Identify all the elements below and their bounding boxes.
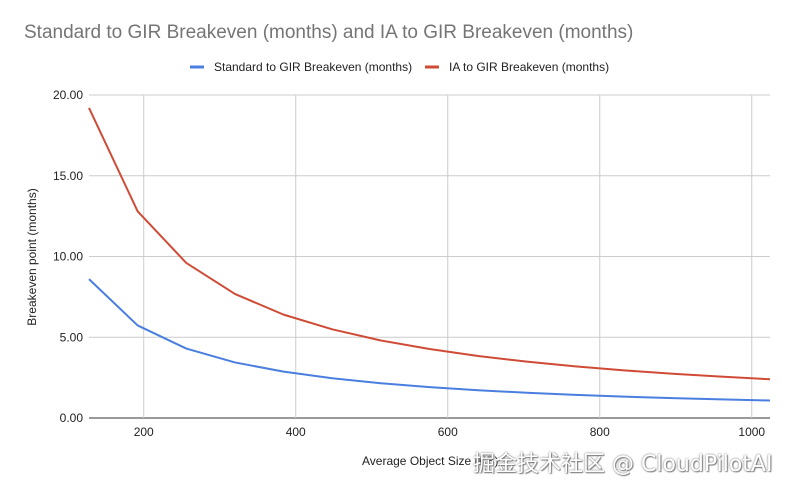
x-axis-label: Average Object Size (KB) <box>362 454 499 468</box>
y-tick-label: 5.00 <box>60 330 84 344</box>
x-tick-label: 400 <box>286 425 306 439</box>
series-line-0 <box>88 278 771 402</box>
watermark: 掘金技术社区 @ CloudPilotAI <box>473 452 773 477</box>
y-axis-label: Breakeven point (months) <box>25 188 39 325</box>
chart-title: Standard to GIR Breakeven (months) and I… <box>24 22 634 43</box>
legend-label-1: IA to GIR Breakeven (months) <box>449 60 609 74</box>
series-line-1 <box>88 107 771 381</box>
x-tick-label: 600 <box>438 425 458 439</box>
y-tick-label: 15.00 <box>53 169 83 183</box>
x-tick-label: 800 <box>590 425 610 439</box>
y-tick-label: 10.00 <box>53 250 83 264</box>
x-tick-label: 1000 <box>738 425 765 439</box>
y-tick-label: 20.00 <box>53 88 83 102</box>
legend-label-0: Standard to GIR Breakeven (months) <box>214 60 412 74</box>
x-tick-label: 200 <box>134 425 154 439</box>
y-tick-label: 0.00 <box>60 411 84 425</box>
